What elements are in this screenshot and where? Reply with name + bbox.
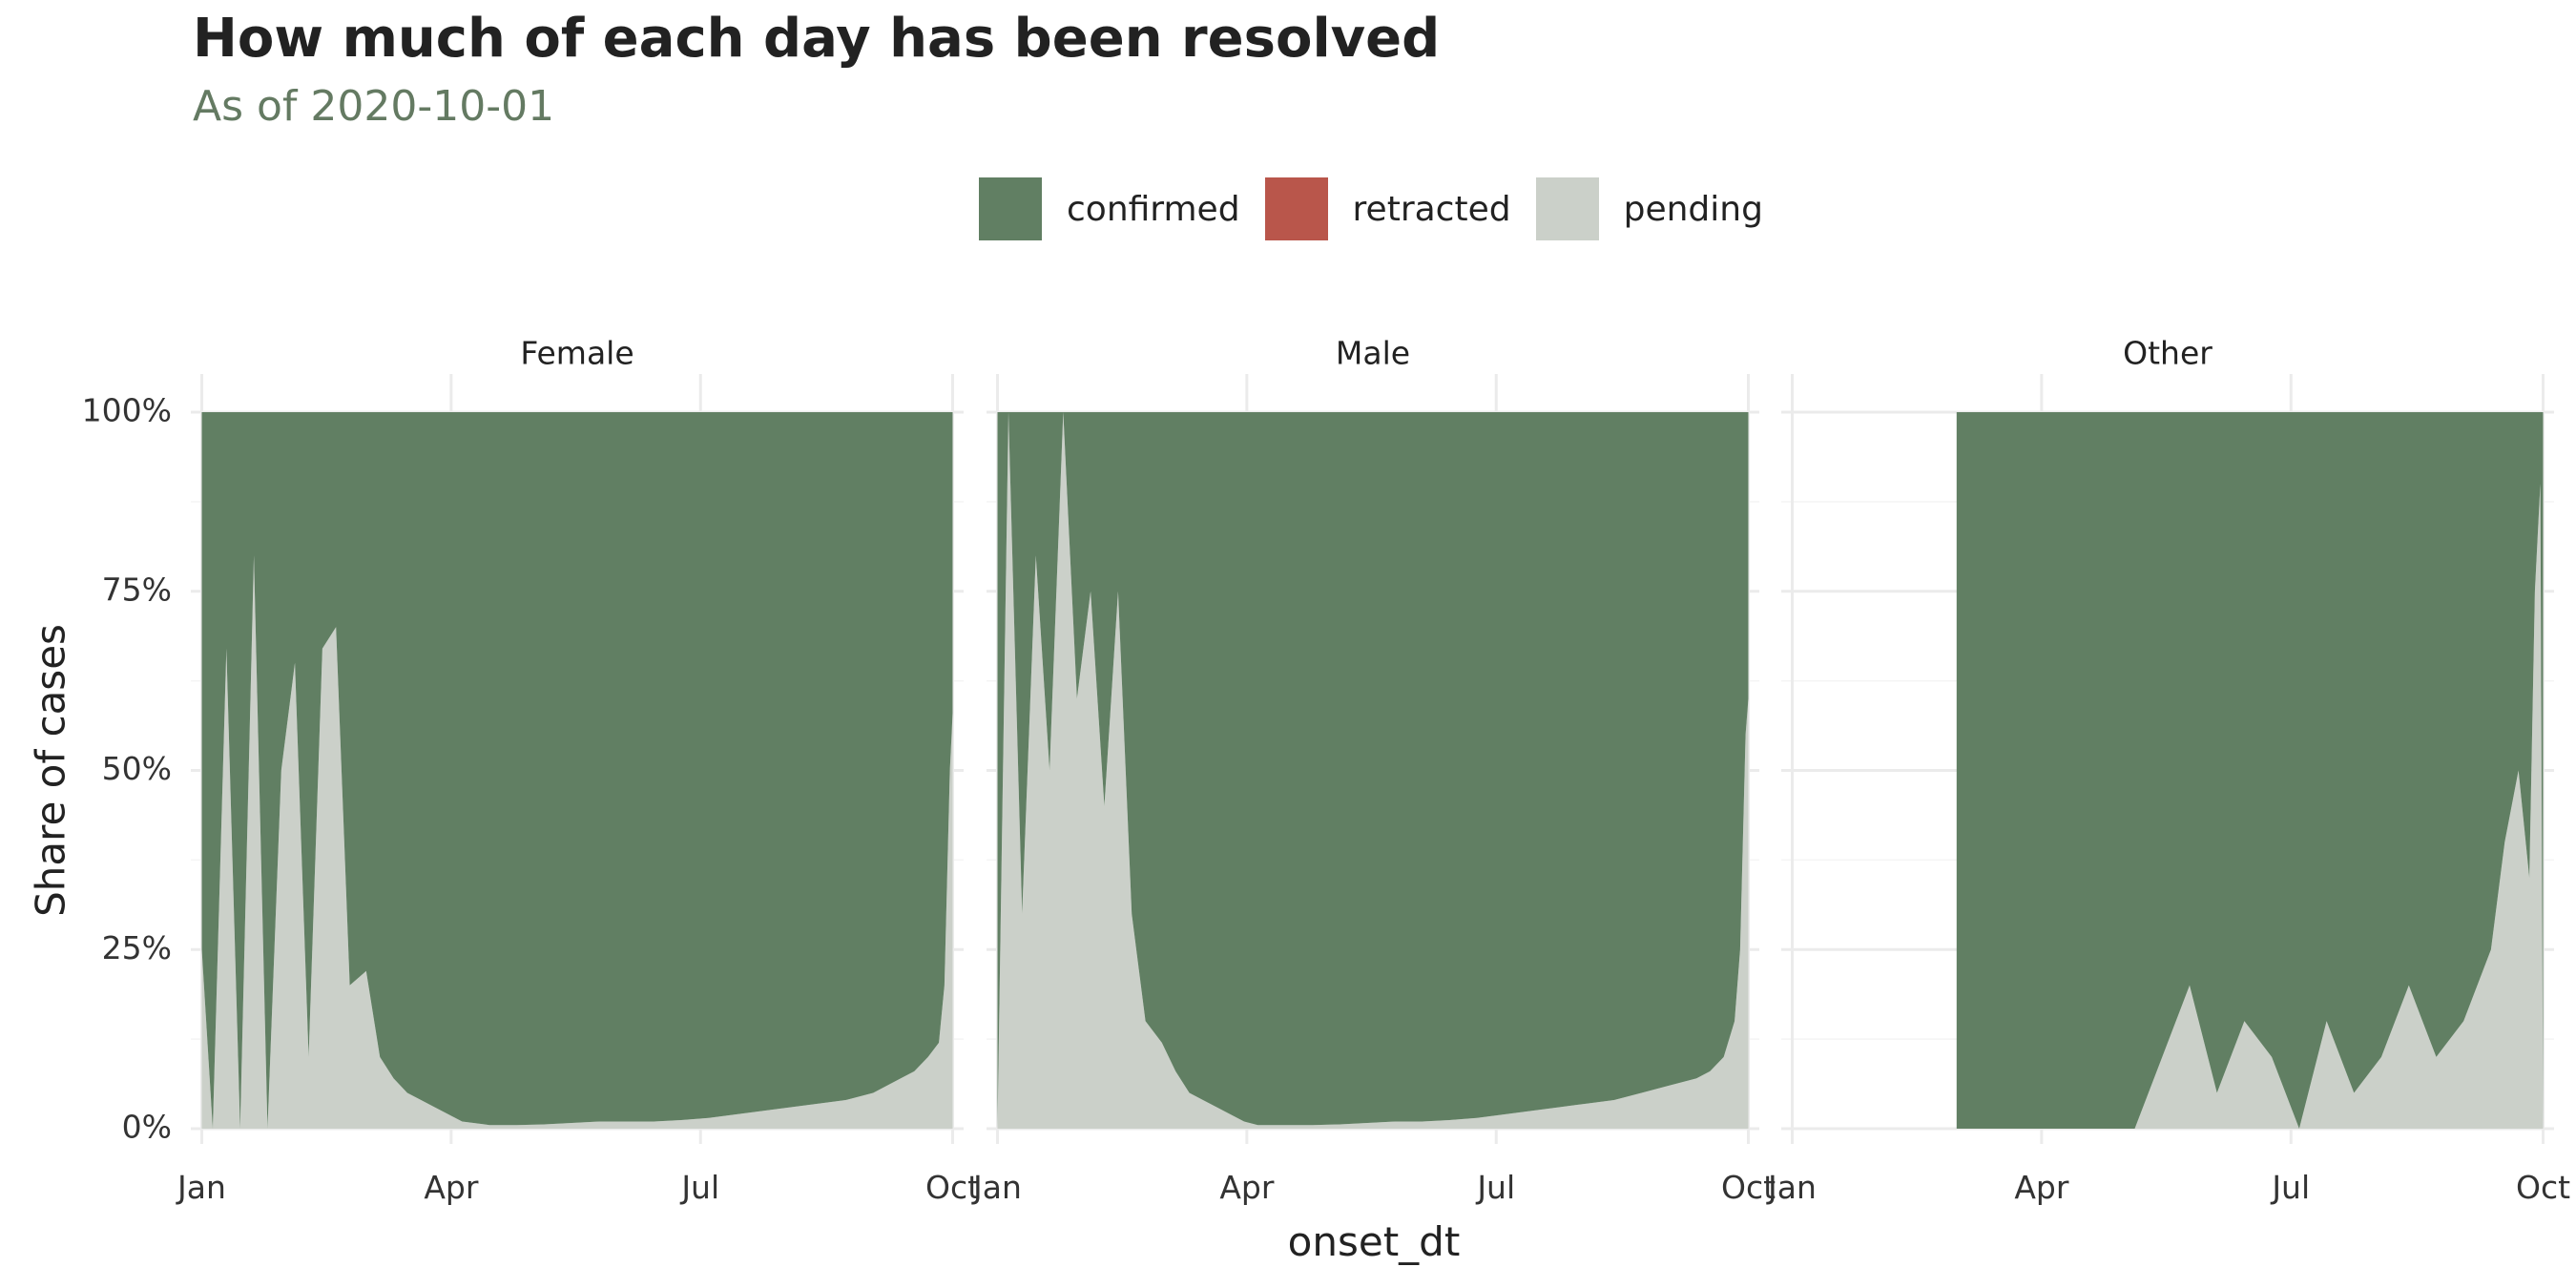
y-axis-title: Share of cases [28, 624, 74, 917]
area-pending-other [1956, 484, 2544, 1130]
x-axis-title: onset_dt [1288, 1218, 1461, 1265]
x-tick-label: Oct [2516, 1169, 2570, 1206]
area-pending-male [997, 412, 1749, 1129]
x-tick-label: Jul [2270, 1169, 2310, 1206]
area-pending-female [201, 555, 953, 1129]
y-tick-label: 0% [122, 1109, 172, 1146]
area-confirmed-other [1956, 412, 2544, 1129]
x-tick-label: Oct [925, 1169, 980, 1206]
legend-label-pending: pending [1623, 189, 1763, 229]
legend-swatch-pending [1535, 177, 1599, 240]
area-confirmed-female [201, 412, 953, 1129]
legend-item-retracted: retracted [1264, 177, 1511, 240]
facet-label-male: Male [1336, 335, 1410, 372]
x-tick-label: Jul [1475, 1169, 1515, 1206]
legend-item-confirmed: confirmed [979, 177, 1240, 240]
y-tick-label: 50% [102, 750, 172, 787]
legend-label-confirmed: confirmed [1067, 189, 1240, 229]
legend-label-retracted: retracted [1352, 189, 1511, 229]
legend-swatch-retracted [1264, 177, 1328, 240]
x-tick-label: Jan [176, 1169, 226, 1206]
legend: confirmed retracted pending [979, 177, 1788, 240]
y-tick-label: 25% [102, 929, 172, 966]
x-tick-label: Jan [1766, 1169, 1817, 1206]
x-tick-label: Apr [1219, 1169, 1275, 1206]
chart-subtitle: As of 2020-10-01 [193, 82, 555, 131]
facet-label-other: Other [2123, 335, 2212, 372]
facet-panel-female: Female Jan Apr Jul Oct [176, 335, 980, 1207]
x-tick-label: Jan [971, 1169, 1022, 1206]
x-tick-label: Oct [1721, 1169, 1776, 1206]
y-tick-label: 75% [102, 571, 172, 608]
facet-label-female: Female [520, 335, 634, 372]
x-tick-label: Jul [679, 1169, 719, 1206]
chart-title: How much of each day has been resolved [193, 8, 1441, 70]
area-confirmed-male [997, 412, 1749, 1129]
facet-panel-male: Male Jan Apr Jul Oct [971, 335, 1776, 1207]
legend-item-pending: pending [1535, 177, 1763, 240]
x-tick-label: Apr [424, 1169, 479, 1206]
x-tick-label: Apr [2014, 1169, 2069, 1206]
y-tick-label: 100% [82, 392, 172, 429]
facet-panel-other: Other Jan Apr Jul Oct [1766, 335, 2570, 1207]
legend-swatch-confirmed [979, 177, 1042, 240]
